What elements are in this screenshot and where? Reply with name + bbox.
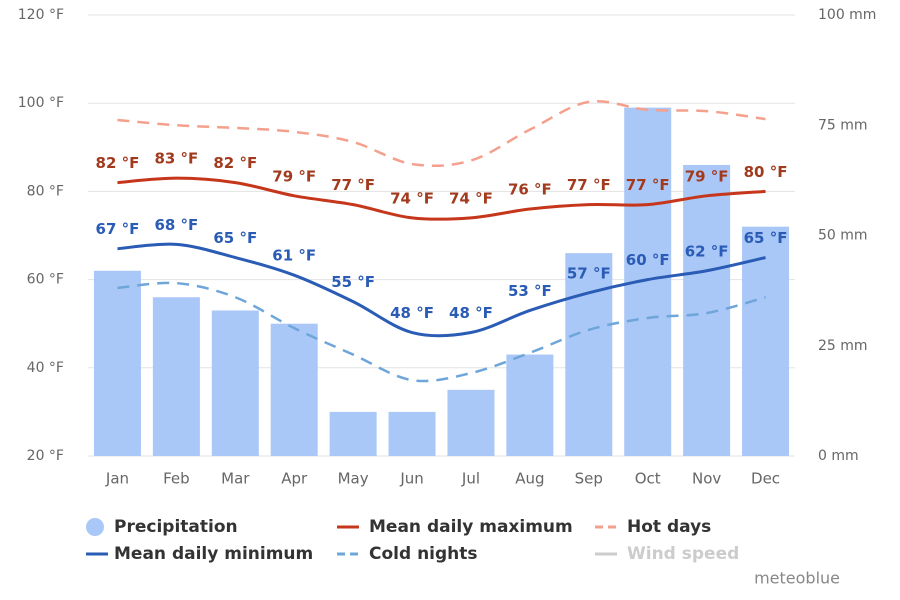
y-tick-label: 120 °F [18, 7, 64, 23]
data-label: 68 °F [154, 216, 198, 234]
x-tick-label: Jul [461, 470, 480, 488]
data-label: 80 °F [744, 163, 788, 181]
y2-tick-label: 25 mm [818, 338, 868, 354]
line [117, 281, 766, 383]
legend-label[interactable]: Precipitation [114, 517, 238, 537]
legend-label[interactable]: Hot days [627, 517, 711, 537]
legend-label[interactable]: Cold nights [369, 544, 478, 564]
data-label: 65 °F [744, 229, 788, 247]
data-label: 77 °F [567, 176, 611, 194]
legend-label[interactable]: Mean daily maximum [369, 517, 573, 537]
precipitation-bar [270, 323, 318, 456]
data-label: 82 °F [213, 154, 257, 172]
y2-tick-label: 75 mm [818, 117, 868, 133]
line [117, 242, 766, 338]
data-label: 77 °F [331, 176, 375, 194]
precipitation-bar [152, 297, 200, 456]
y2-tick-label: 0 mm [818, 448, 859, 464]
data-label: 62 °F [685, 242, 729, 260]
x-tick-label: Dec [751, 470, 780, 488]
x-tick-label: Sep [575, 470, 603, 488]
data-label: 48 °F [449, 304, 493, 322]
data-label: 48 °F [390, 304, 434, 322]
x-tick-label: Jun [399, 470, 423, 488]
data-label: 60 °F [626, 251, 670, 269]
y-tick-label: 80 °F [27, 183, 64, 199]
data-label: 74 °F [390, 189, 434, 207]
precipitation-bar [329, 411, 377, 456]
data-label: 74 °F [449, 189, 493, 207]
y-tick-label: 100 °F [18, 95, 64, 111]
precipitation-bar [447, 389, 495, 456]
x-tick-label: Jan [105, 470, 129, 488]
precipitation-bar [565, 253, 613, 456]
legend-label[interactable]: Mean daily minimum [114, 544, 313, 564]
x-tick-label: Oct [635, 470, 661, 488]
x-tick-label: Mar [221, 470, 250, 488]
x-tick-label: Aug [515, 470, 544, 488]
source: meteoblue [754, 569, 840, 588]
y-tick-label: 20 °F [27, 448, 64, 464]
data-label: 61 °F [272, 247, 316, 265]
precipitation-bar [93, 270, 141, 456]
x-tick-label: Nov [692, 470, 721, 488]
precipitation-bar [506, 354, 554, 456]
y2-tick-label: 100 mm [818, 7, 876, 23]
precipitation-bar [742, 226, 790, 456]
data-label: 67 °F [96, 220, 140, 238]
line [117, 176, 766, 221]
x-tick-label: Apr [281, 470, 308, 488]
data-label: 83 °F [154, 150, 198, 168]
y2-tick-label: 50 mm [818, 228, 868, 244]
data-label: 57 °F [567, 264, 611, 282]
data-label: 76 °F [508, 181, 552, 199]
x-tick-label: Feb [163, 470, 190, 488]
data-label: 79 °F [272, 167, 316, 185]
legend-label[interactable]: Wind speed [627, 544, 739, 564]
data-label: 79 °F [685, 167, 729, 185]
data-label: 55 °F [331, 273, 375, 291]
data-label: 82 °F [96, 154, 140, 172]
x-tick-label: May [338, 470, 369, 488]
data-label: 53 °F [508, 282, 552, 300]
legend-symbol [86, 518, 104, 536]
precipitation-bar [683, 164, 731, 456]
y-tick-label: 60 °F [27, 272, 64, 288]
data-label: 77 °F [626, 176, 670, 194]
y-tick-label: 40 °F [27, 360, 64, 376]
data-label: 65 °F [213, 229, 257, 247]
precipitation-bar [388, 411, 436, 456]
precipitation-bar [211, 310, 259, 456]
